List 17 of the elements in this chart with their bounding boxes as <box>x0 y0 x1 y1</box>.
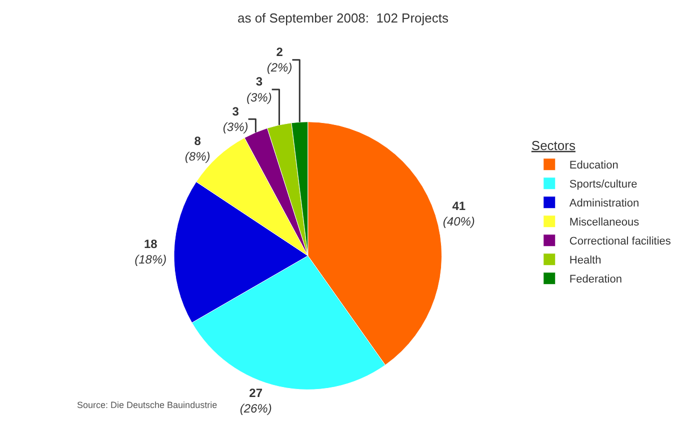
legend-label: Sports/culture <box>569 178 638 191</box>
data-label: 8 (8%) <box>184 134 210 164</box>
legend-title: Sectors <box>531 138 576 153</box>
legend-label: Correctional facilities <box>569 236 672 248</box>
legend-label: Administration <box>569 198 640 210</box>
data-label: 18 (18%) <box>134 236 167 266</box>
data-label: 2 (2%) <box>266 45 292 75</box>
data-label: 3 (3%) <box>246 74 272 104</box>
source-note: Source: Die Deutsche Bauindustrie <box>77 400 218 410</box>
chart-title: as of September 2008: 102 Projects <box>237 10 450 26</box>
data-label: 41 (40%) <box>442 199 475 229</box>
legend-label: Education <box>569 160 618 172</box>
data-label: 27 (26%) <box>240 386 272 416</box>
data-label: 3 (3%) <box>222 104 248 134</box>
legend-label: Miscellaneous <box>569 216 640 229</box>
legend-label: Federation <box>569 274 622 286</box>
legend-label: Health <box>569 254 602 267</box>
